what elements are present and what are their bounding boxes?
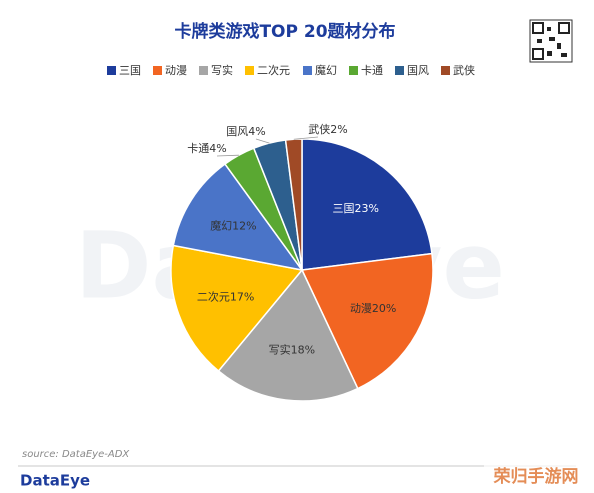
- leader-line: [293, 136, 319, 140]
- data-label: 写实18%: [269, 343, 315, 357]
- site-watermark: 荣归手游网: [493, 466, 579, 487]
- leader-line: [255, 138, 270, 144]
- data-label: 武侠2%: [308, 123, 347, 136]
- legend-swatch: [349, 66, 358, 75]
- watermark-bg: [484, 462, 588, 490]
- legend-swatch: [153, 66, 162, 75]
- pie-slice: [284, 138, 303, 271]
- legend-label: 二次元: [257, 63, 290, 77]
- legend-swatch: [199, 66, 208, 75]
- data-label: 国风4%: [226, 125, 265, 138]
- chart-title: 卡牌类游戏TOP 20题材分布: [174, 21, 395, 42]
- data-label: 三国23%: [332, 202, 378, 215]
- legend-swatch: [395, 66, 404, 75]
- pie-slice: [300, 252, 434, 390]
- pie-slice: [170, 244, 304, 372]
- legend-label: 魔幻: [315, 63, 337, 77]
- pie-slice: [301, 138, 433, 271]
- legend-swatch: [441, 66, 450, 75]
- legend-swatch: [303, 66, 312, 75]
- pie-slice: [217, 268, 359, 402]
- legend-swatch: [245, 66, 254, 75]
- source-note: source: DataEye-ADX: [22, 449, 130, 460]
- legend-label: 三国: [119, 64, 141, 77]
- legend-label: 国风: [407, 64, 429, 77]
- data-label: 魔幻12%: [210, 218, 256, 232]
- data-label: 二次元17%: [197, 290, 254, 304]
- qr-code: [529, 19, 573, 63]
- legend-label: 写实: [211, 63, 233, 77]
- legend-label: 卡通: [361, 64, 383, 77]
- data-label: 卡通4%: [187, 142, 226, 155]
- pie-slice: [172, 162, 304, 272]
- legend-label: 动漫: [165, 63, 187, 77]
- brand-logo: DataEye: [20, 472, 90, 490]
- leader-line: [216, 154, 239, 157]
- data-label: 动漫20%: [350, 301, 396, 315]
- legend-swatch: [107, 66, 116, 75]
- legend-label: 武侠: [453, 64, 475, 77]
